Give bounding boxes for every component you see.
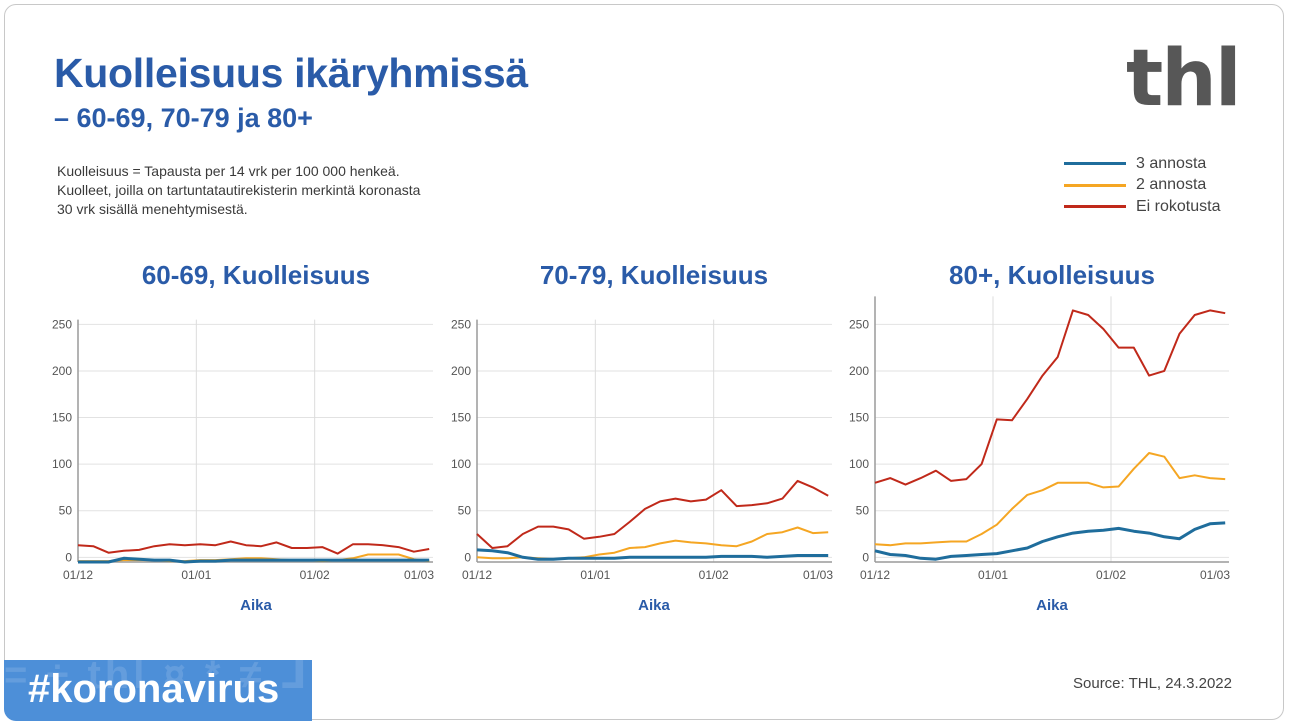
chart-title-80plus: 80+, Kuolleisuus bbox=[949, 260, 1155, 290]
y-tick-label: 50 bbox=[856, 504, 870, 518]
x-axis-label: Aika bbox=[240, 597, 272, 614]
page-subtitle: – 60-69, 70-79 ja 80+ bbox=[54, 103, 313, 133]
y-tick-label: 150 bbox=[451, 411, 471, 425]
y-tick-label: 200 bbox=[451, 364, 471, 378]
x-axis-label: Aika bbox=[1036, 597, 1068, 614]
legend-label: 2 annosta bbox=[1136, 176, 1207, 194]
legend-item: 2 annosta bbox=[1064, 175, 1220, 197]
y-tick-label: 50 bbox=[458, 504, 472, 518]
note-line: 30 vrk sisällä menehtymisestä. bbox=[57, 201, 248, 217]
series-line-2-annosta bbox=[874, 452, 1226, 547]
x-axis-label: Aika bbox=[638, 597, 670, 614]
legend-item: 3 annosta bbox=[1064, 153, 1220, 175]
series-line-ei-rokotusta bbox=[476, 479, 829, 549]
legend-label: 3 annosta bbox=[1136, 154, 1207, 172]
thl-logo: thl bbox=[1126, 34, 1242, 124]
x-tick-label: 01/03 bbox=[803, 568, 833, 582]
y-tick-label: 150 bbox=[52, 411, 72, 425]
series-line-ei-rokotusta bbox=[874, 309, 1226, 486]
x-tick-label: 01/12 bbox=[63, 568, 93, 582]
legend-swatch bbox=[1064, 183, 1126, 187]
chart-title-70-79: 70-79, Kuolleisuus bbox=[539, 260, 769, 290]
y-tick-label: 250 bbox=[52, 317, 72, 331]
chart-title-60-69: 60-69, Kuolleisuus bbox=[141, 260, 371, 290]
y-tick-label: 200 bbox=[52, 364, 72, 378]
banner-pattern: = ÷ thl ¤ * ≠ ⅃ thl ÷ * = bbox=[4, 660, 312, 697]
y-tick-label: 100 bbox=[849, 457, 869, 471]
y-tick-label: 0 bbox=[464, 550, 471, 564]
note-line: Kuolleet, joilla on tartuntatautirekiste… bbox=[57, 182, 421, 198]
series-line-ei-rokotusta bbox=[77, 540, 430, 555]
x-tick-label: 01/03 bbox=[404, 568, 434, 582]
y-tick-label: 0 bbox=[65, 550, 72, 564]
x-tick-label: 01/03 bbox=[1200, 568, 1230, 582]
x-tick-label: 01/12 bbox=[462, 568, 492, 582]
page-title: Kuolleisuus ikäryhmissä bbox=[54, 50, 528, 96]
note-line: Kuolleisuus = Tapausta per 14 vrk per 10… bbox=[57, 163, 400, 179]
infographic-card bbox=[4, 4, 1284, 720]
y-tick-label: 100 bbox=[451, 457, 471, 471]
y-tick-label: 50 bbox=[59, 504, 73, 518]
x-tick-label: 01/02 bbox=[1096, 568, 1126, 582]
source-text: Source: THL, 24.3.2022 bbox=[1073, 675, 1232, 692]
x-tick-label: 01/01 bbox=[978, 568, 1008, 582]
definition-note: Kuolleisuus = Tapausta per 14 vrk per 10… bbox=[57, 162, 420, 219]
x-tick-label: 01/01 bbox=[181, 568, 211, 582]
y-tick-label: 250 bbox=[451, 317, 471, 331]
series-line-2-annosta bbox=[476, 526, 829, 561]
y-tick-label: 0 bbox=[862, 550, 869, 564]
legend-swatch bbox=[1064, 162, 1126, 166]
series-line-3-annosta bbox=[874, 521, 1226, 561]
y-tick-label: 250 bbox=[849, 317, 869, 331]
hashtag-banner: = ÷ thl ¤ * ≠ ⅃ thl ÷ * = #koronavirus bbox=[4, 660, 312, 721]
series-line-3-annosta bbox=[476, 548, 829, 561]
legend-swatch bbox=[1064, 205, 1126, 209]
y-tick-label: 100 bbox=[52, 457, 72, 471]
x-tick-label: 01/12 bbox=[860, 568, 890, 582]
series-line-3-annosta bbox=[78, 556, 430, 564]
legend-label: Ei rokotusta bbox=[1136, 197, 1221, 215]
y-tick-label: 150 bbox=[849, 411, 869, 425]
x-tick-label: 01/02 bbox=[300, 568, 330, 582]
legend-item: Ei rokotusta bbox=[1064, 196, 1220, 218]
hashtag-text: #koronavirus bbox=[28, 667, 280, 711]
y-tick-label: 200 bbox=[849, 364, 869, 378]
legend: 3 annosta 2 annosta Ei rokotusta bbox=[1064, 153, 1220, 218]
x-tick-label: 01/02 bbox=[699, 568, 729, 582]
x-tick-label: 01/01 bbox=[580, 568, 610, 582]
